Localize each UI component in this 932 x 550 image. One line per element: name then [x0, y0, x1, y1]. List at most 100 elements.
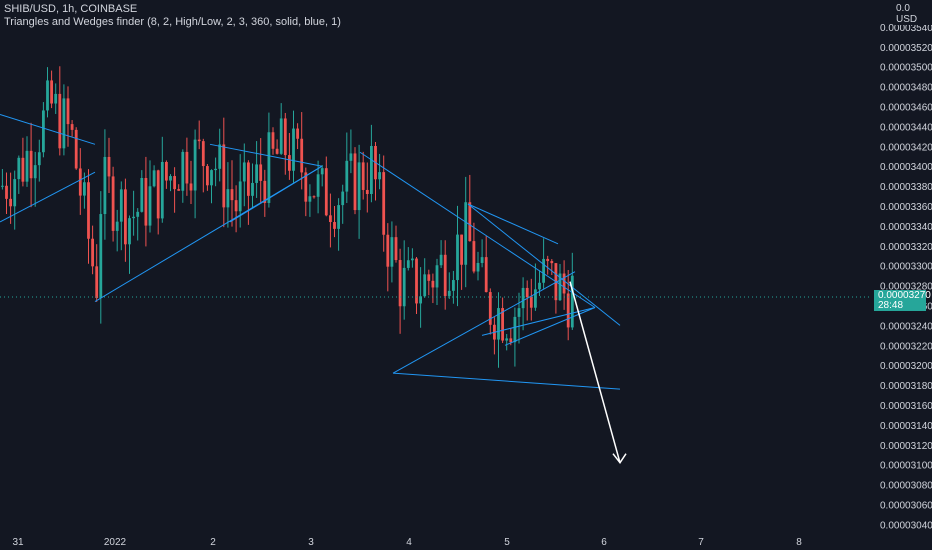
- candle-body: [419, 296, 422, 304]
- candle-body: [206, 166, 209, 186]
- time-tick-label: 8: [796, 537, 802, 548]
- candle-body: [83, 182, 86, 196]
- pattern-line: [209, 143, 323, 167]
- candle-body: [361, 162, 365, 190]
- candle-body: [230, 189, 234, 201]
- candle-body: [103, 156, 107, 215]
- price-tick-label: 0.00003080: [880, 481, 932, 492]
- price-tick-label: 0.00003500: [880, 63, 932, 74]
- candle-body: [439, 254, 443, 266]
- price-tick-label: 0.00003400: [880, 162, 932, 173]
- candle-body: [427, 274, 431, 281]
- price-tick-label: 0.00003280: [880, 282, 932, 293]
- time-tick-label: 3: [308, 537, 314, 548]
- time-tick-label: 2022: [104, 537, 127, 548]
- pattern-line: [467, 203, 559, 245]
- price-tick-label: 0.00003060: [880, 501, 932, 512]
- candle-body: [95, 266, 99, 298]
- candle-body: [13, 179, 17, 207]
- indicator-label[interactable]: Triangles and Wedges finder (8, 2, High/…: [4, 16, 341, 28]
- candle-body: [25, 150, 29, 182]
- projection-arrow: [569, 281, 627, 464]
- time-axis[interactable]: 31 2022 2 3 4 5 6 7 8: [12, 537, 802, 548]
- candle-body: [460, 234, 463, 265]
- time-tick-label: 5: [504, 537, 510, 548]
- candle-body: [165, 161, 168, 181]
- candle-body: [550, 261, 554, 264]
- candle-body: [324, 168, 328, 216]
- candle-body: [128, 218, 131, 245]
- candle-body: [464, 202, 468, 265]
- candle-body: [402, 267, 406, 307]
- candle-body: [345, 160, 349, 192]
- candle-body: [259, 164, 263, 181]
- candle-body: [353, 153, 357, 211]
- candle-body: [242, 162, 246, 182]
- candle-body: [275, 148, 279, 154]
- candle-body: [87, 182, 90, 239]
- time-tick-label: 2: [210, 537, 216, 548]
- pattern-line: [0, 171, 96, 223]
- candle-body: [435, 265, 439, 288]
- candle-body: [234, 200, 238, 212]
- price-axis[interactable]: 0.00003540 0.00003520 0.00003500 0.00003480…: [880, 23, 932, 532]
- candle-body: [370, 145, 373, 195]
- candle-body: [288, 155, 291, 171]
- price-tick-label: 0.00003120: [880, 441, 932, 452]
- candle-body: [542, 258, 545, 283]
- candle-body: [132, 216, 135, 219]
- candle-body: [201, 141, 205, 167]
- candle-body: [283, 118, 287, 156]
- time-tick-label: 7: [698, 537, 704, 548]
- candles-layer: [1, 66, 574, 368]
- candle-body: [5, 185, 8, 199]
- chart-legend: SHIB/USD, 1h, COINBASE Triangles and Wed…: [4, 3, 341, 29]
- candle-body: [566, 293, 570, 328]
- candle-body: [210, 170, 213, 186]
- currency-label[interactable]: 0.0 USD: [894, 3, 932, 25]
- price-tick-label: 0.00003200: [880, 361, 932, 372]
- candle-body: [46, 80, 49, 111]
- candle-body: [538, 282, 541, 290]
- candle-body: [316, 174, 320, 197]
- candle-body: [415, 258, 418, 304]
- candle-body: [505, 338, 509, 341]
- current-price-tag: 0.00003270 28:48: [874, 290, 931, 311]
- candle-body: [271, 132, 275, 149]
- candle-body: [189, 183, 193, 191]
- candle-body: [521, 287, 525, 309]
- time-tick-label: 4: [406, 537, 412, 548]
- symbol-label[interactable]: SHIB/USD, 1h, COINBASE: [4, 3, 138, 15]
- candle-body: [62, 98, 66, 149]
- pattern-line: [0, 113, 96, 145]
- candle-body: [238, 181, 242, 212]
- candle-body: [534, 289, 537, 308]
- projection-arrowhead: [612, 453, 627, 464]
- price-tick-label: 0.00003420: [880, 142, 932, 153]
- candle-body: [562, 273, 566, 294]
- price-tick-label: 0.00003100: [880, 461, 932, 472]
- candle-body: [320, 168, 324, 175]
- candle-body: [152, 170, 156, 187]
- candle-body: [226, 189, 230, 208]
- price-tick-label: 0.00003140: [880, 421, 932, 432]
- candle-body: [74, 129, 78, 169]
- candle-body: [279, 118, 283, 154]
- candle-body: [173, 176, 176, 190]
- time-tick-label: 31: [12, 537, 24, 548]
- candle-body: [42, 110, 45, 153]
- candle-body: [58, 93, 62, 149]
- candle-body: [406, 260, 410, 268]
- currency-code: USD: [896, 14, 918, 25]
- candle-body: [33, 165, 37, 179]
- candle-body: [333, 222, 336, 229]
- candle-body: [292, 128, 295, 171]
- candle-body: [214, 168, 217, 171]
- candle-body: [390, 237, 394, 267]
- candle-body: [341, 191, 345, 206]
- candle-body: [54, 93, 58, 104]
- candle-body: [382, 172, 386, 235]
- pattern-line: [229, 165, 323, 223]
- candle-body: [185, 151, 189, 184]
